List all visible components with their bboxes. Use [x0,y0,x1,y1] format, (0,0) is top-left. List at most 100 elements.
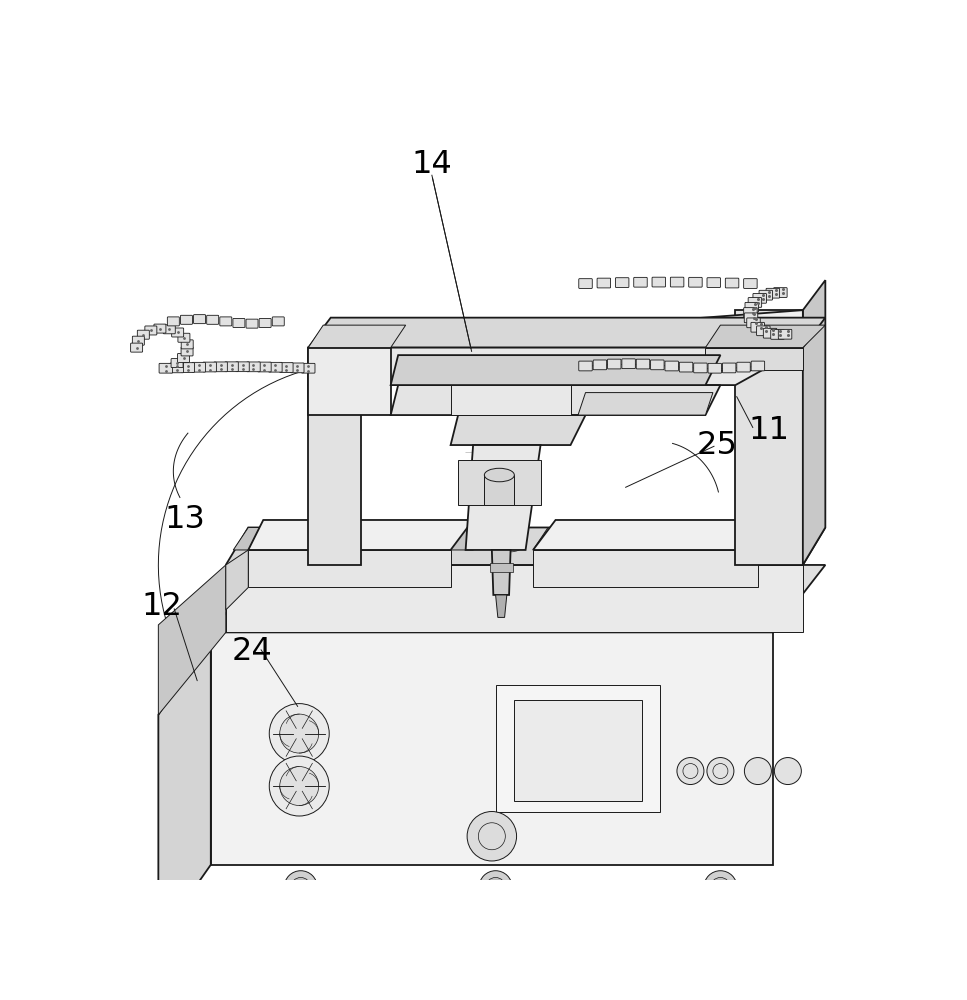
FancyBboxPatch shape [171,359,183,368]
FancyBboxPatch shape [771,330,784,339]
Polygon shape [308,385,361,565]
Polygon shape [451,385,571,415]
FancyBboxPatch shape [290,363,304,373]
FancyBboxPatch shape [725,278,739,288]
FancyBboxPatch shape [132,336,144,345]
FancyBboxPatch shape [680,362,692,372]
FancyBboxPatch shape [579,279,592,288]
FancyBboxPatch shape [766,288,779,298]
FancyBboxPatch shape [593,360,606,370]
FancyBboxPatch shape [756,326,770,336]
Polygon shape [533,550,758,587]
FancyBboxPatch shape [224,362,238,372]
Ellipse shape [499,541,522,552]
Polygon shape [159,632,211,940]
Text: 13: 13 [164,504,205,535]
FancyBboxPatch shape [273,317,284,326]
FancyBboxPatch shape [178,333,190,342]
Circle shape [677,758,704,785]
Polygon shape [451,415,586,445]
FancyBboxPatch shape [778,329,792,339]
FancyBboxPatch shape [753,293,767,303]
Circle shape [291,877,310,897]
FancyBboxPatch shape [247,362,260,372]
Polygon shape [492,550,511,595]
FancyBboxPatch shape [220,317,232,326]
FancyBboxPatch shape [745,313,758,323]
FancyBboxPatch shape [774,288,787,297]
Circle shape [704,871,737,904]
Circle shape [793,551,798,556]
Polygon shape [458,460,541,505]
FancyBboxPatch shape [192,362,205,372]
FancyBboxPatch shape [751,322,765,332]
FancyBboxPatch shape [154,324,166,333]
Polygon shape [391,385,720,415]
FancyBboxPatch shape [615,278,629,287]
Circle shape [707,758,734,785]
FancyBboxPatch shape [163,325,175,334]
FancyBboxPatch shape [665,361,679,371]
Bar [496,685,660,812]
FancyBboxPatch shape [178,353,190,362]
Polygon shape [249,550,451,587]
FancyBboxPatch shape [636,359,650,369]
FancyBboxPatch shape [607,359,621,369]
Polygon shape [466,445,541,550]
Polygon shape [159,565,226,715]
FancyBboxPatch shape [257,362,271,372]
Text: 24: 24 [232,636,273,667]
FancyBboxPatch shape [269,362,282,372]
FancyBboxPatch shape [633,277,647,287]
FancyBboxPatch shape [236,362,249,372]
Circle shape [396,551,399,556]
FancyBboxPatch shape [167,317,179,326]
Circle shape [279,714,319,753]
FancyBboxPatch shape [652,277,665,287]
Polygon shape [308,318,826,348]
FancyBboxPatch shape [181,363,194,372]
FancyBboxPatch shape [214,362,227,372]
FancyBboxPatch shape [193,315,206,324]
FancyBboxPatch shape [302,363,315,373]
Circle shape [594,551,599,556]
Polygon shape [736,310,803,565]
FancyBboxPatch shape [181,315,192,324]
FancyBboxPatch shape [745,302,758,312]
FancyBboxPatch shape [279,363,293,372]
FancyBboxPatch shape [137,330,149,339]
Polygon shape [578,393,713,415]
Polygon shape [226,527,826,565]
Bar [514,700,642,801]
Circle shape [467,812,516,861]
Circle shape [744,551,747,556]
Polygon shape [249,520,473,550]
Polygon shape [803,280,826,565]
FancyBboxPatch shape [744,279,757,288]
FancyBboxPatch shape [693,363,707,373]
FancyBboxPatch shape [707,278,720,287]
Polygon shape [308,348,803,385]
FancyBboxPatch shape [597,278,610,288]
FancyBboxPatch shape [181,347,193,356]
FancyBboxPatch shape [181,340,193,349]
Polygon shape [706,348,803,370]
Bar [484,475,514,505]
Text: 12: 12 [141,591,183,622]
Polygon shape [308,348,391,415]
Polygon shape [533,520,780,550]
Text: 11: 11 [748,415,790,446]
Circle shape [479,871,513,904]
Circle shape [775,758,802,785]
Circle shape [711,877,730,897]
Circle shape [296,551,301,556]
FancyBboxPatch shape [751,361,765,371]
FancyBboxPatch shape [170,363,184,373]
Circle shape [279,767,319,806]
Circle shape [693,551,698,556]
Polygon shape [391,355,720,385]
Polygon shape [159,565,263,715]
FancyBboxPatch shape [722,363,736,373]
Polygon shape [706,325,826,348]
Text: 25: 25 [696,430,737,461]
